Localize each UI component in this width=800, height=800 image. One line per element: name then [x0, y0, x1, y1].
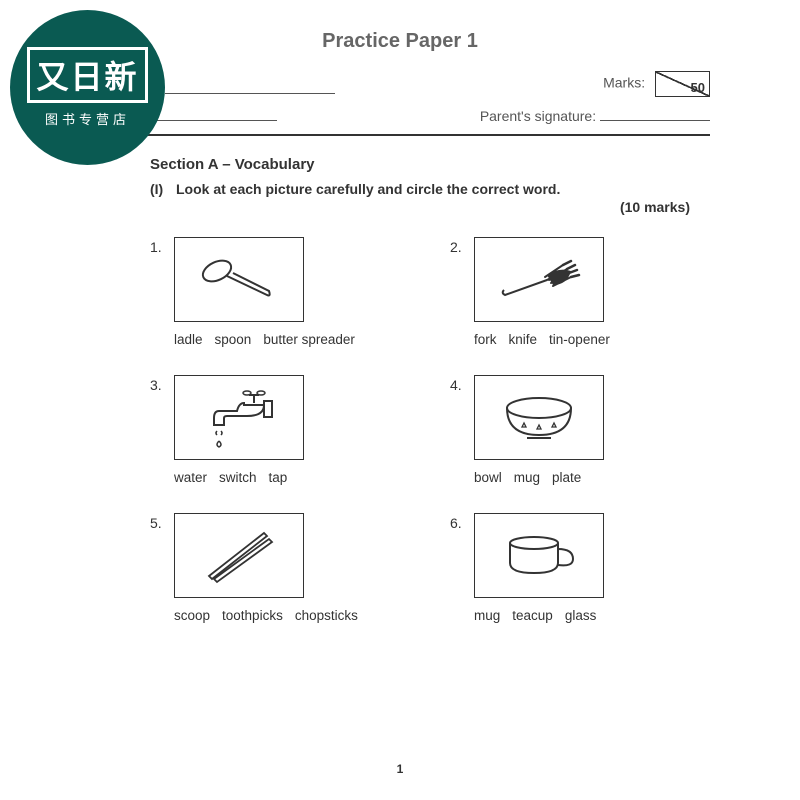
question-6: 6. mugteacupglass [450, 513, 710, 623]
page-title: Practice Paper 1 [90, 30, 710, 53]
name-blank-line [165, 80, 335, 94]
teacup-icon [489, 521, 589, 591]
options-row: waterswitchtap [174, 470, 410, 485]
signature-blank-line [600, 107, 710, 121]
question-1: 1. ladlespoonbutter spreader [150, 237, 410, 347]
date-blank-line [157, 107, 277, 121]
question-number: 6. [450, 513, 474, 531]
picture-box [474, 375, 604, 460]
options-row: ladlespoonbutter spreader [174, 332, 410, 347]
section-title: Section A – Vocabulary [150, 156, 710, 173]
tap-icon [189, 383, 289, 453]
question-number: 5. [150, 513, 174, 531]
marks-box: 50 [655, 71, 710, 97]
options-row: bowlmugplate [474, 470, 710, 485]
picture-box [174, 375, 304, 460]
header-divider [90, 134, 710, 136]
fork-icon [489, 245, 589, 315]
instruction-number: (I) [150, 181, 176, 197]
picture-box [474, 237, 604, 322]
section-instruction: (I)Look at each picture carefully and ci… [150, 181, 710, 197]
header-fields: Name: Marks: 50 Date: Parent's signature… [90, 71, 710, 124]
spoon-icon [189, 245, 289, 315]
options-row: scooptoothpickschopsticks [174, 608, 410, 623]
question-number: 3. [150, 375, 174, 393]
question-number: 2. [450, 237, 474, 255]
chopsticks-icon [189, 521, 289, 591]
question-number: 1. [150, 237, 174, 255]
bowl-icon [489, 383, 589, 453]
stamp-sub-text: 图书专营店 [45, 109, 130, 128]
page-number: 1 [0, 762, 800, 776]
picture-box [474, 513, 604, 598]
marks-field: Marks: 50 [603, 71, 710, 97]
options-row: mugteacupglass [474, 608, 710, 623]
section-marks: (10 marks) [90, 199, 690, 215]
question-4: 4. bowlmugplate [450, 375, 710, 485]
question-3: 3. waterswitchtap [150, 375, 410, 485]
parent-signature-field: Parent's signature: [480, 107, 710, 124]
picture-box [174, 513, 304, 598]
marks-total: 50 [691, 80, 705, 95]
question-5: 5. scooptoothpickschopsticks [150, 513, 410, 623]
question-2: 2. forkknifetin-opener [450, 237, 710, 347]
stamp-main-text: 又日新 [27, 47, 147, 103]
options-row: forkknifetin-opener [474, 332, 710, 347]
watermark-stamp: 又日新 图书专营店 [10, 10, 165, 165]
question-number: 4. [450, 375, 474, 393]
questions-grid: 1. ladlespoonbutter spreader 2. [150, 237, 710, 623]
picture-box [174, 237, 304, 322]
